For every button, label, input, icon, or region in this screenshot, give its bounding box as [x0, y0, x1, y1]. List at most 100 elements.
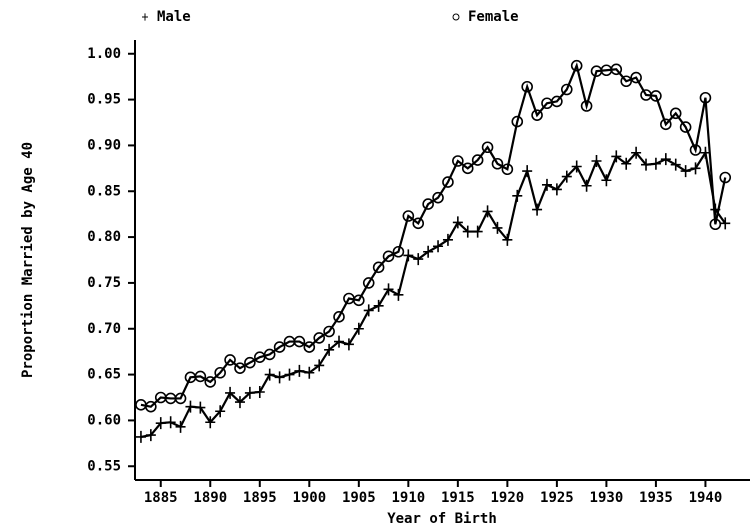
marker-plus	[413, 253, 424, 266]
marker-plus	[551, 183, 562, 196]
marker-plus	[264, 368, 275, 381]
x-tick-label: 1900	[292, 490, 326, 506]
marker-plus	[690, 162, 701, 175]
marker-circle	[709, 218, 722, 231]
marker-circle	[224, 354, 236, 366]
marker-circle	[313, 332, 326, 344]
y-tick-label: 0.90	[87, 137, 121, 153]
marker-plus	[472, 225, 483, 238]
series-line	[140, 149, 727, 438]
series-line	[140, 62, 727, 408]
marker-plus	[234, 396, 245, 409]
x-tick-label: 1915	[441, 490, 475, 506]
marker-circle	[650, 90, 662, 102]
marker-plus	[393, 288, 404, 301]
marker-plus	[294, 364, 305, 377]
marker-plus	[611, 150, 622, 163]
marker-plus	[650, 157, 661, 170]
marker-circle	[610, 63, 623, 76]
y-tick-label: 0.95	[87, 92, 121, 108]
legend-label: Male	[157, 9, 191, 25]
marker-plus	[135, 430, 146, 443]
marker-circle	[214, 366, 226, 379]
marker-plus	[145, 429, 156, 442]
marker-circle	[679, 121, 692, 133]
marker-plus	[343, 338, 354, 351]
marker-plus	[601, 174, 612, 187]
marker-plus	[462, 225, 473, 238]
legend-label: Female	[468, 9, 519, 25]
y-tick-label: 0.70	[87, 321, 121, 337]
marker-circle	[244, 356, 256, 369]
marker-circle	[452, 155, 464, 167]
marker-plus	[442, 233, 453, 246]
x-tick-label: 1925	[540, 490, 574, 506]
marker-circle	[551, 95, 563, 108]
marker-circle	[174, 392, 187, 405]
y-axis-label: Proportion Married by Age 40	[20, 142, 36, 378]
marker-circle	[402, 210, 415, 222]
marker-plus	[522, 165, 533, 178]
marker-plus	[532, 203, 543, 216]
marker-plus	[284, 368, 295, 381]
marker-plus	[680, 165, 691, 178]
marker-plus	[660, 153, 671, 166]
x-tick-label: 1940	[689, 490, 723, 506]
marker-circle	[521, 80, 533, 93]
marker-circle	[481, 141, 494, 154]
marker-plus	[720, 217, 731, 230]
y-tick-label: 0.60	[87, 412, 121, 428]
marker-circle	[392, 245, 405, 258]
marker-circle	[719, 171, 732, 184]
marker-plus	[452, 216, 463, 229]
marker-plus	[185, 400, 196, 413]
legend-marker	[142, 13, 149, 21]
marker-plus	[274, 371, 285, 384]
marker-plus	[423, 245, 434, 258]
marker-plus	[363, 304, 374, 317]
marker-circle	[630, 71, 642, 84]
y-tick-label: 0.80	[87, 229, 121, 245]
marker-plus	[155, 417, 166, 430]
marker-plus	[314, 359, 325, 372]
y-tick-label: 0.65	[87, 367, 121, 383]
marker-circle	[491, 157, 504, 170]
marker-circle	[353, 294, 365, 307]
y-tick-label: 1.00	[87, 46, 121, 62]
y-tick-label: 0.75	[87, 275, 121, 291]
marker-plus	[373, 299, 384, 312]
marker-plus	[165, 416, 176, 429]
marker-plus	[195, 401, 206, 414]
x-tick-label: 1905	[342, 490, 376, 506]
marker-circle	[531, 109, 543, 121]
marker-circle	[471, 154, 484, 166]
marker-circle	[323, 325, 335, 338]
x-tick-label: 1930	[590, 490, 624, 506]
marker-circle	[362, 277, 375, 289]
marker-plus	[641, 158, 652, 171]
marker-circle	[273, 341, 286, 353]
marker-plus	[433, 240, 444, 253]
marker-plus	[631, 146, 642, 159]
marker-plus	[324, 343, 335, 356]
marker-plus	[502, 233, 513, 246]
marker-circle	[570, 59, 583, 72]
x-tick-label: 1935	[639, 490, 673, 506]
marker-plus	[254, 386, 265, 398]
marker-plus	[670, 158, 681, 171]
marker-plus	[334, 335, 345, 348]
marker-plus	[353, 322, 364, 335]
marker-plus	[215, 405, 226, 418]
x-tick-label: 1895	[243, 490, 277, 506]
marker-plus	[492, 221, 503, 234]
marker-circle	[511, 115, 524, 128]
marker-plus	[571, 160, 582, 173]
marker-circle	[689, 144, 702, 156]
marker-plus	[512, 189, 523, 202]
x-tick-label: 1920	[491, 490, 525, 506]
marker-plus	[581, 179, 592, 192]
marker-circle	[372, 261, 385, 274]
marker-circle	[560, 83, 573, 96]
marker-circle	[194, 370, 207, 383]
marker-circle	[382, 250, 395, 263]
